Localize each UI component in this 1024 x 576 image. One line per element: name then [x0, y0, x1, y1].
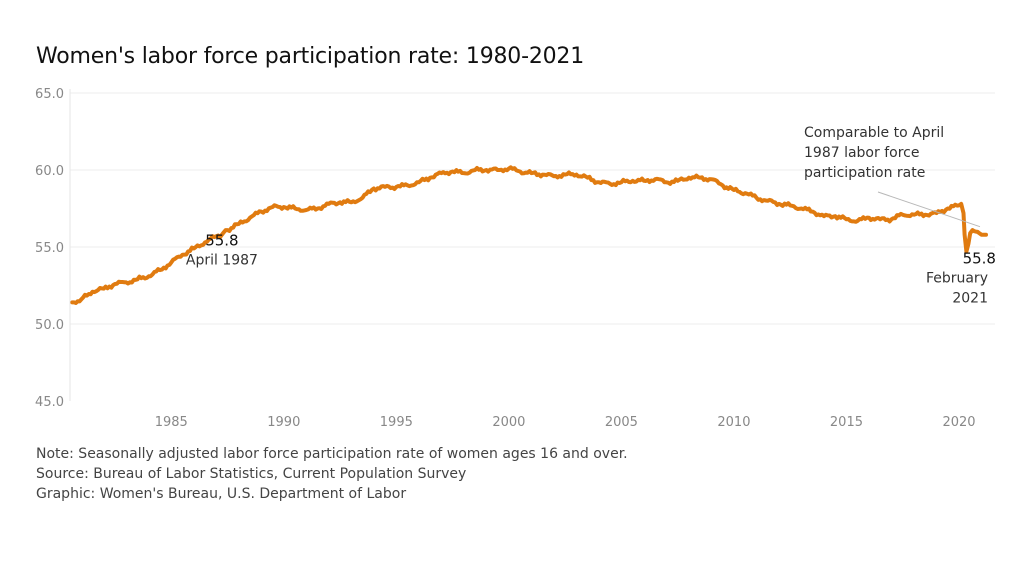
annotation-feb-2021-label-month: February	[926, 271, 988, 287]
annotation-feb-2021-value: 55.8	[963, 250, 996, 268]
x-tick-label: 2010	[717, 415, 750, 430]
annotation-comparable-line-3: participation rate	[804, 165, 925, 181]
y-tick-label: 60.0	[35, 164, 64, 179]
y-tick-label: 50.0	[35, 318, 64, 333]
x-tick-label: 2005	[605, 415, 638, 430]
x-tick-label: 1995	[380, 415, 413, 430]
x-tick-label: 1990	[267, 415, 300, 430]
chart-title: Women's labor force participation rate: …	[36, 44, 585, 69]
annotation-april-1987-value: 55.8	[205, 232, 238, 250]
axes: 45.0 50.0 55.0 60.0 65.0 1985 1990 1995 2000 2005…	[35, 87, 975, 430]
series-line	[70, 165, 988, 305]
footer-graphic: Graphic: Women's Bureau, U.S. Department…	[36, 486, 407, 502]
annotation-comparable-line-2: 1987 labor force	[804, 145, 919, 161]
x-tick-label: 2020	[942, 415, 975, 430]
y-tick-label: 55.0	[35, 241, 64, 256]
y-tick-label: 45.0	[35, 395, 64, 410]
footer-note: Note: Seasonally adjusted labor force pa…	[36, 446, 628, 462]
annotation-comparable-line-1: Comparable to April	[804, 125, 944, 141]
y-tick-label: 65.0	[35, 87, 64, 102]
annotation-april-1987-label: April 1987	[186, 253, 258, 269]
annotation-leader-line	[877, 191, 981, 228]
x-tick-label: 2015	[830, 415, 863, 430]
annotation-feb-2021-label-year: 2021	[952, 291, 988, 307]
series-layer	[70, 165, 988, 305]
annotations: 55.8 April 1987 55.8 February 2021 Compa…	[186, 125, 996, 307]
gridlines	[70, 92, 995, 325]
x-tick-label: 2000	[492, 415, 525, 430]
x-tick-label: 1985	[155, 415, 188, 430]
footer-source: Source: Bureau of Labor Statistics, Curr…	[36, 466, 467, 482]
